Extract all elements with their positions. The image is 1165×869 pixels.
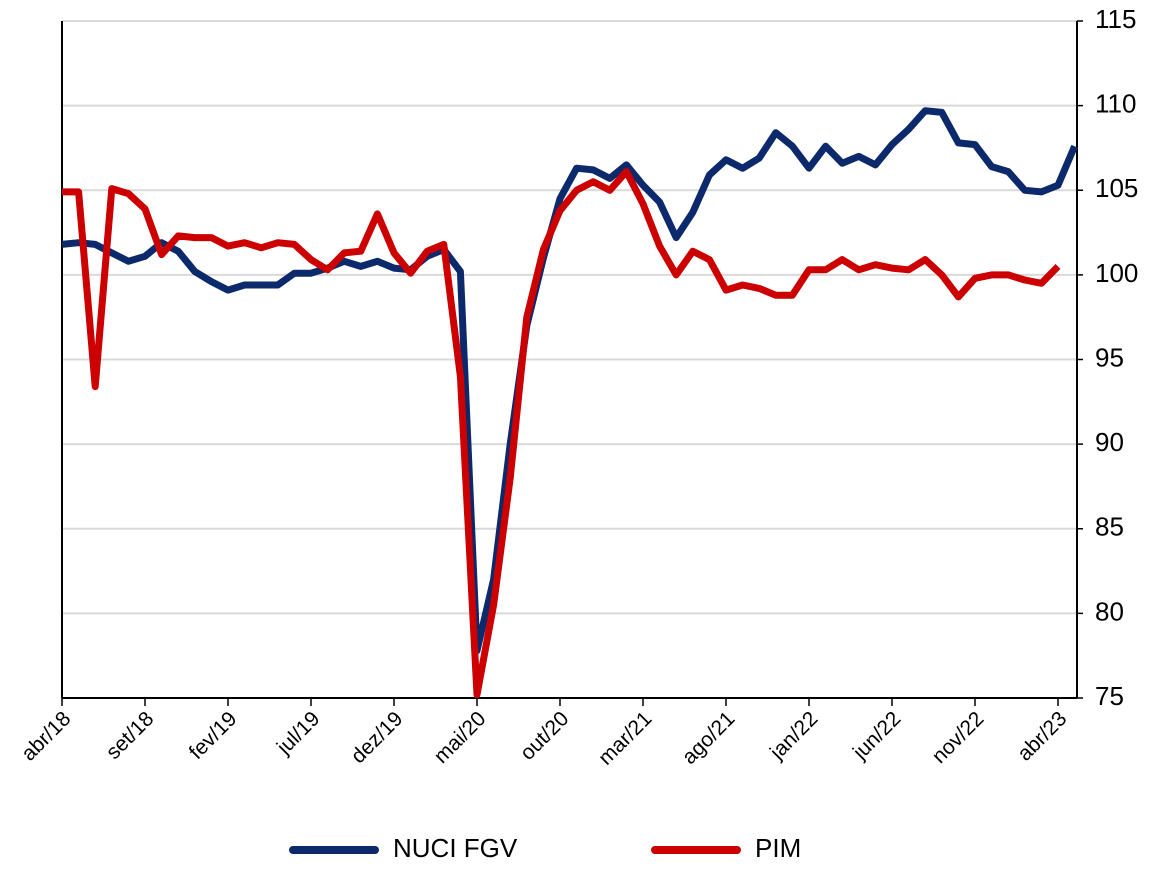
y-tick-label: 105	[1095, 173, 1138, 203]
x-tick-label: abr/18	[17, 707, 75, 765]
y-tick-label: 100	[1095, 258, 1138, 288]
legend-label: PIM	[755, 833, 801, 863]
y-tick-label: 110	[1095, 89, 1136, 119]
x-tick-label: fev/19	[185, 707, 242, 764]
y-tick-label: 115	[1095, 4, 1136, 34]
x-tick-label: mar/21	[594, 707, 656, 769]
x-tick-label: mai/20	[430, 707, 491, 768]
y-tick-label: 75	[1095, 681, 1124, 711]
series-line	[62, 168, 1061, 699]
x-tick-label: jan/22	[765, 707, 822, 764]
y-tick-label: 85	[1095, 512, 1124, 542]
x-tick-label: ago/21	[678, 707, 740, 769]
x-tick-label: abr/23	[1013, 707, 1071, 765]
y-tick-label: 90	[1095, 427, 1124, 457]
legend-label: NUCI FGV	[393, 833, 518, 863]
x-tick-label: jul/19	[272, 707, 324, 759]
x-tick-label: jun/22	[848, 707, 905, 764]
y-tick-label: 80	[1095, 596, 1124, 626]
x-tick-label: set/18	[102, 707, 159, 764]
x-tick-label: nov/22	[928, 707, 989, 768]
y-tick-label: 95	[1095, 342, 1124, 372]
x-tick-label: dez/19	[347, 707, 408, 768]
series-line	[61, 107, 1078, 655]
x-tick-label: out/20	[516, 707, 574, 765]
